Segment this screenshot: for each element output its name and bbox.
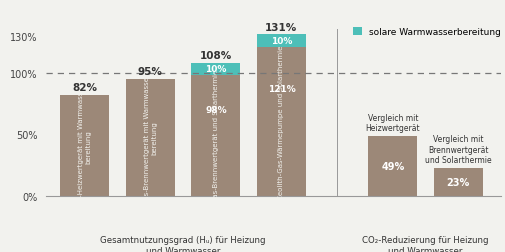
Text: Vergleich mit
Heizwertgerät: Vergleich mit Heizwertgerät: [365, 113, 419, 133]
Text: CO₂-Reduzierung für Heizung
und Warmwasser: CO₂-Reduzierung für Heizung und Warmwass…: [362, 235, 488, 252]
Bar: [191, 64, 240, 76]
Bar: [433, 168, 482, 197]
Text: 10%: 10%: [205, 65, 226, 74]
Text: Vergleich mit
Brennwertgerät
und Solarthermie: Vergleich mit Brennwertgerät und Solarth…: [424, 135, 491, 165]
Text: Zeolith-Gas-Wärmepumpe und Solarthermie: Zeolith-Gas-Wärmepumpe und Solarthermie: [278, 45, 284, 199]
Text: 10%: 10%: [270, 37, 291, 46]
Text: Gas-Brennwertgerät mit Warmwasser-
bereitung: Gas-Brennwertgerät mit Warmwasser- berei…: [143, 72, 157, 204]
Bar: [126, 80, 175, 197]
Text: Gesamtnutzungsgrad (Hᵤ) für Heizung
und Warmwasser: Gesamtnutzungsgrad (Hᵤ) für Heizung und …: [100, 235, 265, 252]
Bar: [191, 76, 240, 197]
Bar: [257, 47, 306, 197]
Bar: [257, 35, 306, 47]
Text: 23%: 23%: [446, 177, 469, 187]
Text: 95%: 95%: [138, 67, 163, 77]
Legend: solare Warmwasserbereitung: solare Warmwasserbereitung: [352, 28, 500, 37]
Bar: [368, 136, 417, 197]
Text: 108%: 108%: [199, 51, 232, 61]
Text: 82%: 82%: [72, 83, 97, 93]
Bar: [60, 96, 109, 197]
Text: 98%: 98%: [205, 105, 226, 114]
Text: Gas-Brennwertgerät und Solarthermie: Gas-Brennwertgerät und Solarthermie: [213, 70, 219, 203]
Text: 49%: 49%: [380, 161, 403, 171]
Text: Gas-Heizwertgerät mit Warmwasser-
bereitung: Gas-Heizwertgerät mit Warmwasser- bereit…: [78, 83, 91, 210]
Text: 121%: 121%: [267, 85, 295, 94]
Text: 131%: 131%: [265, 23, 297, 33]
